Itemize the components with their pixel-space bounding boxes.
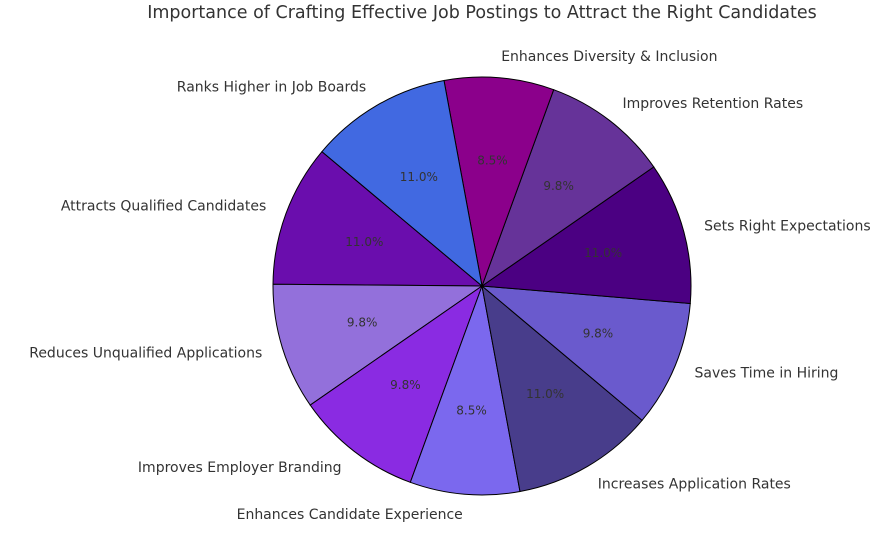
- slice-label: Ranks Higher in Job Boards: [177, 79, 366, 95]
- slice-value-label: 9.8%: [390, 378, 421, 392]
- pie-slice: [309, 284, 484, 483]
- slice-label: Sets Right Expectations: [704, 219, 871, 235]
- pie-slice: [480, 166, 692, 304]
- slice-value-label: 9.8%: [583, 326, 614, 340]
- slice-label: Improves Retention Rates: [622, 96, 803, 112]
- slice-label: Attracts Qualified Candidates: [61, 198, 266, 214]
- pie-slice: [321, 79, 483, 288]
- pie-slice: [272, 283, 484, 406]
- pie-slice: [481, 284, 643, 493]
- slice-label: Enhances Candidate Experience: [237, 507, 463, 523]
- slice-label: Reduces Unqualified Applications: [29, 346, 262, 362]
- slice-label: Enhances Diversity & Inclusion: [501, 49, 717, 65]
- slice-value-label: 11.0%: [400, 170, 438, 184]
- slice-label: Saves Time in Hiring: [695, 366, 839, 382]
- pie-slice: [480, 285, 691, 422]
- pie-slice: [409, 284, 521, 496]
- pie-slice: [272, 150, 484, 287]
- slice-value-label: 8.5%: [456, 403, 487, 417]
- slice-value-label: 9.8%: [347, 315, 378, 329]
- slice-value-label: 8.5%: [477, 154, 508, 168]
- pie-slice: [480, 89, 655, 288]
- slice-value-label: 11.0%: [584, 246, 622, 260]
- slice-value-label: 11.0%: [526, 387, 564, 401]
- chart-title: Importance of Crafting Effective Job Pos…: [147, 3, 817, 23]
- slice-label: Improves Employer Branding: [138, 460, 342, 476]
- pie-slice: [443, 76, 555, 288]
- slice-value-label: 11.0%: [345, 235, 383, 249]
- slice-label: Increases Application Rates: [598, 477, 791, 493]
- slice-value-label: 9.8%: [543, 179, 574, 193]
